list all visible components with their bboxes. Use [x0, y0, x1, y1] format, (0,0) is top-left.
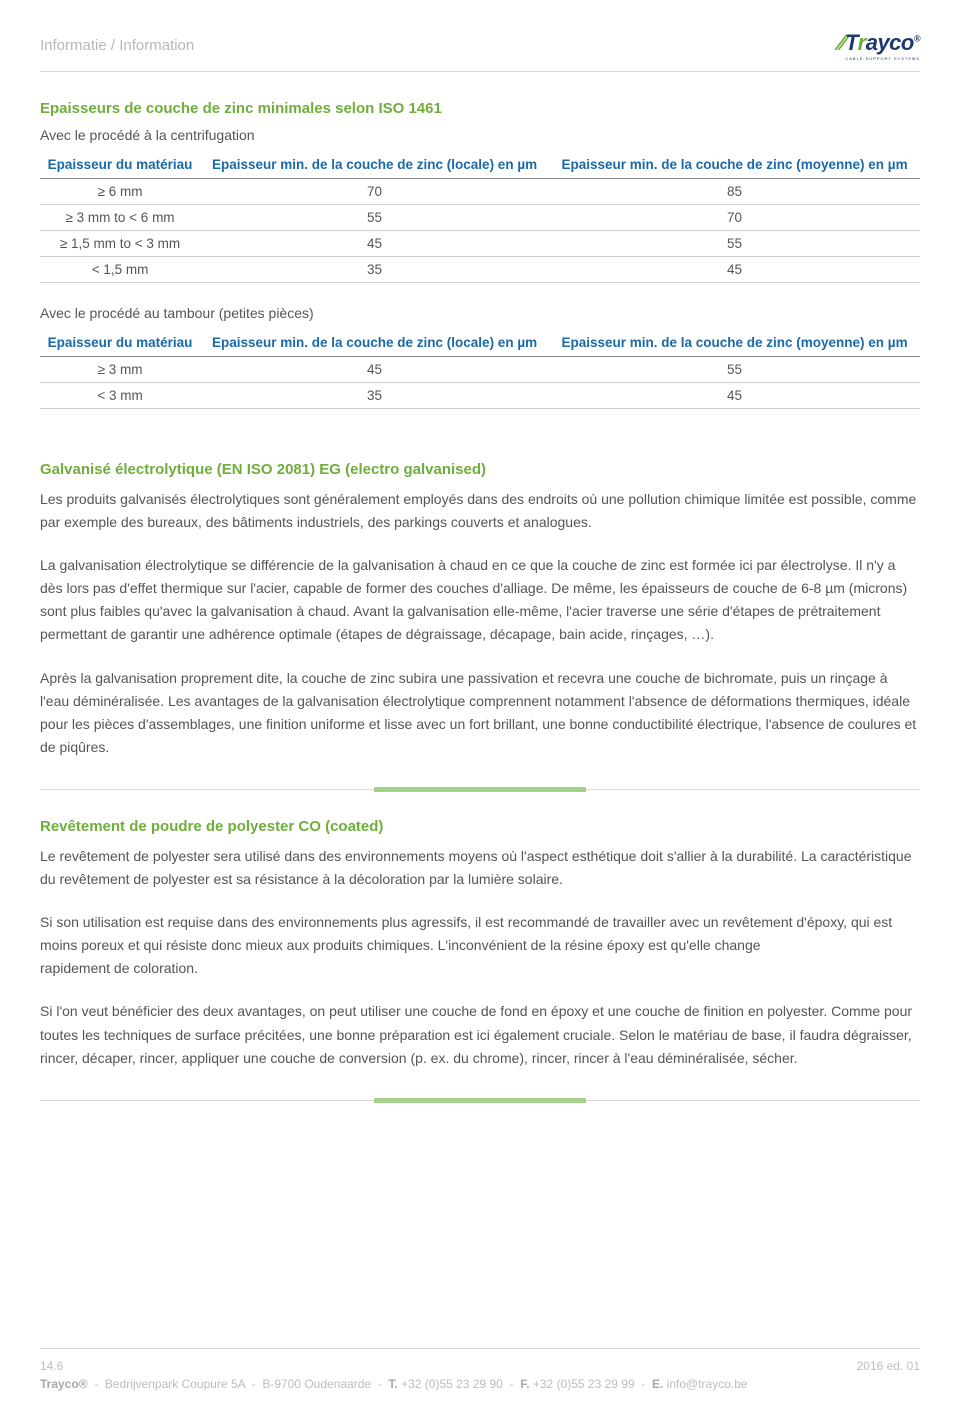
section2-intro: Avec le procédé au tambour (petites pièc… [40, 305, 920, 321]
section3-heading: Galvanisé électrolytique (EN ISO 2081) E… [40, 461, 920, 478]
col-material: Epaisseur du matériau [40, 151, 200, 179]
table-row: ≥ 6 mm7085 [40, 179, 920, 205]
logo-subtitle: CABLE SUPPORT SYSTEMS [839, 56, 920, 61]
col-locale: Epaisseur min. de la couche de zinc (loc… [200, 329, 549, 357]
page-number: 14.6 [40, 1359, 63, 1373]
paragraph: Le revêtement de polyester sera utilisé … [40, 845, 920, 891]
col-moyenne: Epaisseur min. de la couche de zinc (moy… [549, 151, 920, 179]
table-tambour: Epaisseur du matériau Epaisseur min. de … [40, 329, 920, 409]
col-locale: Epaisseur min. de la couche de zinc (loc… [200, 151, 549, 179]
paragraph: La galvanisation électrolytique se diffé… [40, 554, 920, 646]
footer-tel: +32 (0)55 23 29 90 [401, 1377, 503, 1391]
brand-logo: ⁄⁄Trayco® CABLE SUPPORT SYSTEMS [839, 30, 920, 61]
table-row: < 1,5 mm3545 [40, 257, 920, 283]
footer-row-top: 14.6 2016 ed. 01 [40, 1359, 920, 1373]
footer-city: B-9700 Oudenaarde [262, 1377, 371, 1391]
table-row: ≥ 1,5 mm to < 3 mm4555 [40, 231, 920, 257]
footer-address: Bedrijvenpark Coupure 5A [105, 1377, 245, 1391]
paragraph: Les produits galvanisés électrolytiques … [40, 488, 920, 534]
section1-heading: Epaisseurs de couche de zinc minimales s… [40, 100, 920, 117]
section3-body: Les produits galvanisés électrolytiques … [40, 488, 920, 759]
paragraph: rapidement de coloration. [40, 957, 920, 980]
logo-text: ⁄⁄Trayco® [839, 30, 920, 55]
page-header: Informatie / Information ⁄⁄Trayco® CABLE… [40, 30, 920, 72]
edition: 2016 ed. 01 [857, 1359, 920, 1373]
table-row: < 3 mm3545 [40, 383, 920, 409]
table-row: ≥ 3 mm to < 6 mm5570 [40, 205, 920, 231]
section4-body: Le revêtement de polyester sera utilisé … [40, 845, 920, 1070]
table-centrifugation: Epaisseur du matériau Epaisseur min. de … [40, 151, 920, 283]
paragraph: Après la galvanisation proprement dite, … [40, 667, 920, 759]
paragraph: Si son utilisation est requise dans des … [40, 911, 920, 957]
footer-fax: +32 (0)55 23 29 99 [533, 1377, 635, 1391]
header-title: Informatie / Information [40, 37, 194, 54]
section-divider [40, 1100, 920, 1101]
footer-company: Trayco® [40, 1377, 88, 1391]
page-footer: 14.6 2016 ed. 01 Trayco® - Bedrijvenpark… [40, 1348, 920, 1391]
section4-heading: Revêtement de poudre de polyester CO (co… [40, 818, 920, 835]
page: Informatie / Information ⁄⁄Trayco® CABLE… [0, 0, 960, 1409]
col-material: Epaisseur du matériau [40, 329, 200, 357]
footer-row-bottom: Trayco® - Bedrijvenpark Coupure 5A - B-9… [40, 1377, 920, 1391]
section-divider [40, 789, 920, 790]
table-row: ≥ 3 mm4555 [40, 357, 920, 383]
footer-email: info@trayco.be [667, 1377, 748, 1391]
paragraph: Si l'on veut bénéficier des deux avantag… [40, 1000, 920, 1069]
section1-intro: Avec le procédé à la centrifugation [40, 127, 920, 143]
col-moyenne: Epaisseur min. de la couche de zinc (moy… [549, 329, 920, 357]
